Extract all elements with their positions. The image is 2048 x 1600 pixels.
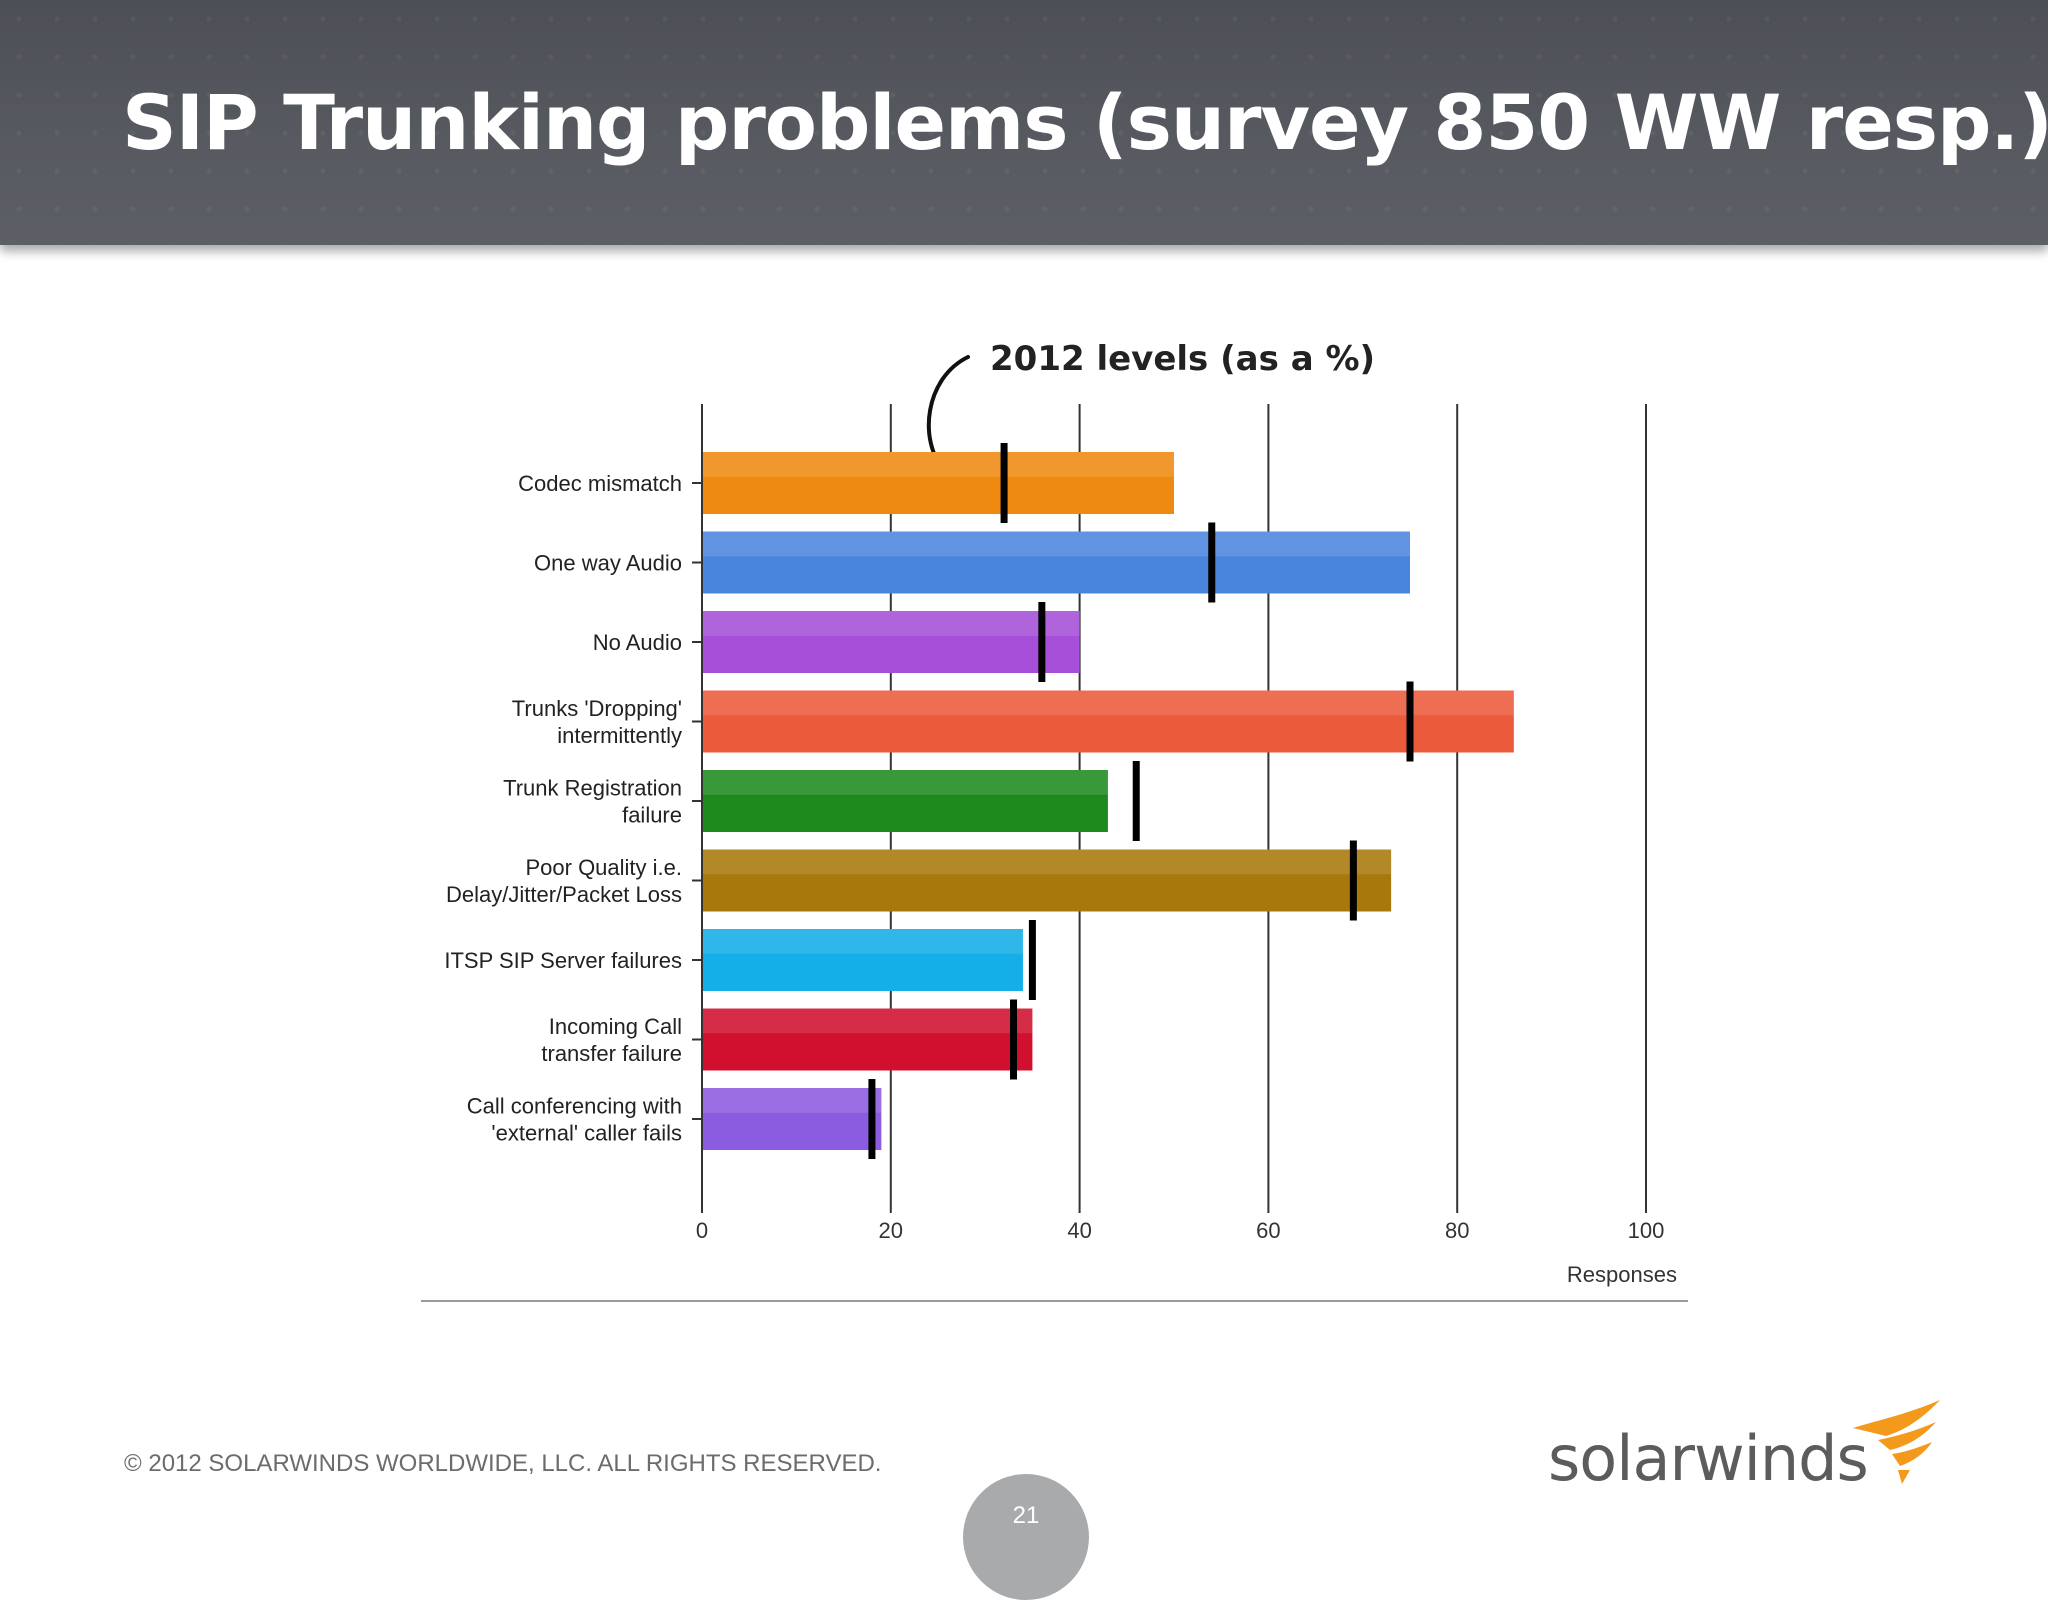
category-label: Incoming Call	[549, 1014, 682, 1039]
category-label: Codec mismatch	[518, 471, 682, 496]
category-label: Call conferencing with	[467, 1094, 682, 1119]
solarwinds-logo: solarwinds	[1548, 1400, 1948, 1510]
bar-chart: 2012 levels (as a %) Responses Codec mis…	[421, 339, 1688, 1302]
solarwinds-bird-logo-icon	[1853, 1400, 1940, 1484]
category-label: Poor Quality i.e.	[525, 855, 682, 880]
bar	[703, 770, 1108, 832]
bar	[703, 531, 1410, 594]
x-axis-title: Responses	[1567, 1262, 1677, 1287]
bar	[703, 1008, 1033, 1071]
bar-highlight	[703, 1008, 1033, 1034]
category-label: Delay/Jitter/Packet Loss	[446, 882, 682, 907]
x-tick-label: 40	[1067, 1218, 1091, 1243]
x-tick-label: 60	[1256, 1218, 1280, 1243]
category-label: intermittently	[557, 723, 682, 748]
page-number: 21	[1012, 1502, 1040, 1529]
bar-highlight	[703, 611, 1080, 636]
category-label: Trunks 'Dropping'	[512, 696, 682, 721]
bar-highlight	[703, 690, 1514, 716]
bar-highlight	[703, 770, 1108, 795]
bar-highlight	[703, 452, 1174, 477]
slide-header: SIP Trunking problems (survey 850 WW res…	[0, 0, 2048, 245]
x-tick-label: 100	[1628, 1218, 1665, 1243]
category-label: failure	[622, 803, 682, 828]
category-label: No Audio	[593, 630, 682, 655]
bar	[703, 849, 1392, 912]
chart-annotation: 2012 levels (as a %)	[990, 339, 1375, 379]
slide-title: SIP Trunking problems (survey 850 WW res…	[122, 78, 2048, 167]
bar-highlight	[703, 849, 1392, 875]
x-tick-label: 20	[879, 1218, 903, 1243]
category-label: 'external' caller fails	[491, 1121, 682, 1146]
category-label: transfer failure	[541, 1041, 682, 1066]
bar	[703, 1088, 882, 1150]
category-label: Trunk Registration	[503, 776, 682, 801]
bar	[703, 452, 1174, 514]
brand-name: solarwinds	[1548, 1422, 1869, 1495]
bar	[703, 929, 1023, 991]
category-label: ITSP SIP Server failures	[444, 948, 682, 973]
bar-highlight	[703, 929, 1023, 954]
copyright-text: © 2012 SOLARWINDS WORLDWIDE, LLC. ALL RI…	[124, 1450, 882, 1477]
category-label: One way Audio	[534, 551, 682, 576]
bar-highlight	[703, 531, 1410, 557]
x-tick-label: 0	[696, 1218, 708, 1243]
page-number-badge: 21	[963, 1474, 1089, 1600]
bar-highlight	[703, 1088, 882, 1113]
bar	[703, 690, 1514, 753]
x-tick-label: 80	[1445, 1218, 1469, 1243]
bar	[703, 611, 1080, 673]
